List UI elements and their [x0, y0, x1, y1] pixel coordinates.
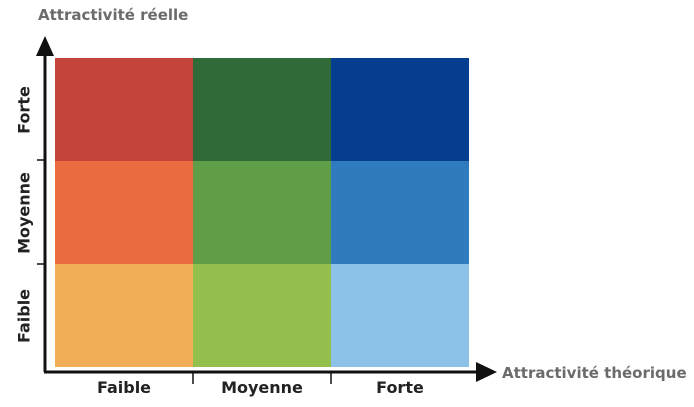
col-label-faible: Faible [96, 378, 152, 397]
cell-forte-moyenne [193, 58, 331, 161]
row-label-moyenne: Moyenne [14, 172, 34, 254]
row-label-faible: Faible [14, 288, 34, 344]
cell-forte-forte [331, 58, 469, 161]
x-axis-title: Attractivité théorique [502, 364, 687, 382]
cell-faible-moyenne [193, 264, 331, 367]
row-label-forte: Forte [14, 86, 34, 134]
cell-forte-faible [55, 58, 193, 161]
cell-moyenne-faible [55, 161, 193, 264]
matrix-cells [55, 58, 469, 367]
x-axis-arrow-icon [476, 362, 497, 382]
cell-moyenne-moyenne [193, 161, 331, 264]
cell-faible-faible [55, 264, 193, 367]
cell-faible-forte [331, 264, 469, 367]
y-axis-arrow-icon [36, 36, 54, 56]
cell-moyenne-forte [331, 161, 469, 264]
col-label-forte: Forte [376, 378, 424, 397]
col-label-moyenne: Moyenne [221, 378, 303, 397]
y-axis-title: Attractivité réelle [38, 6, 189, 24]
axes [36, 36, 497, 384]
